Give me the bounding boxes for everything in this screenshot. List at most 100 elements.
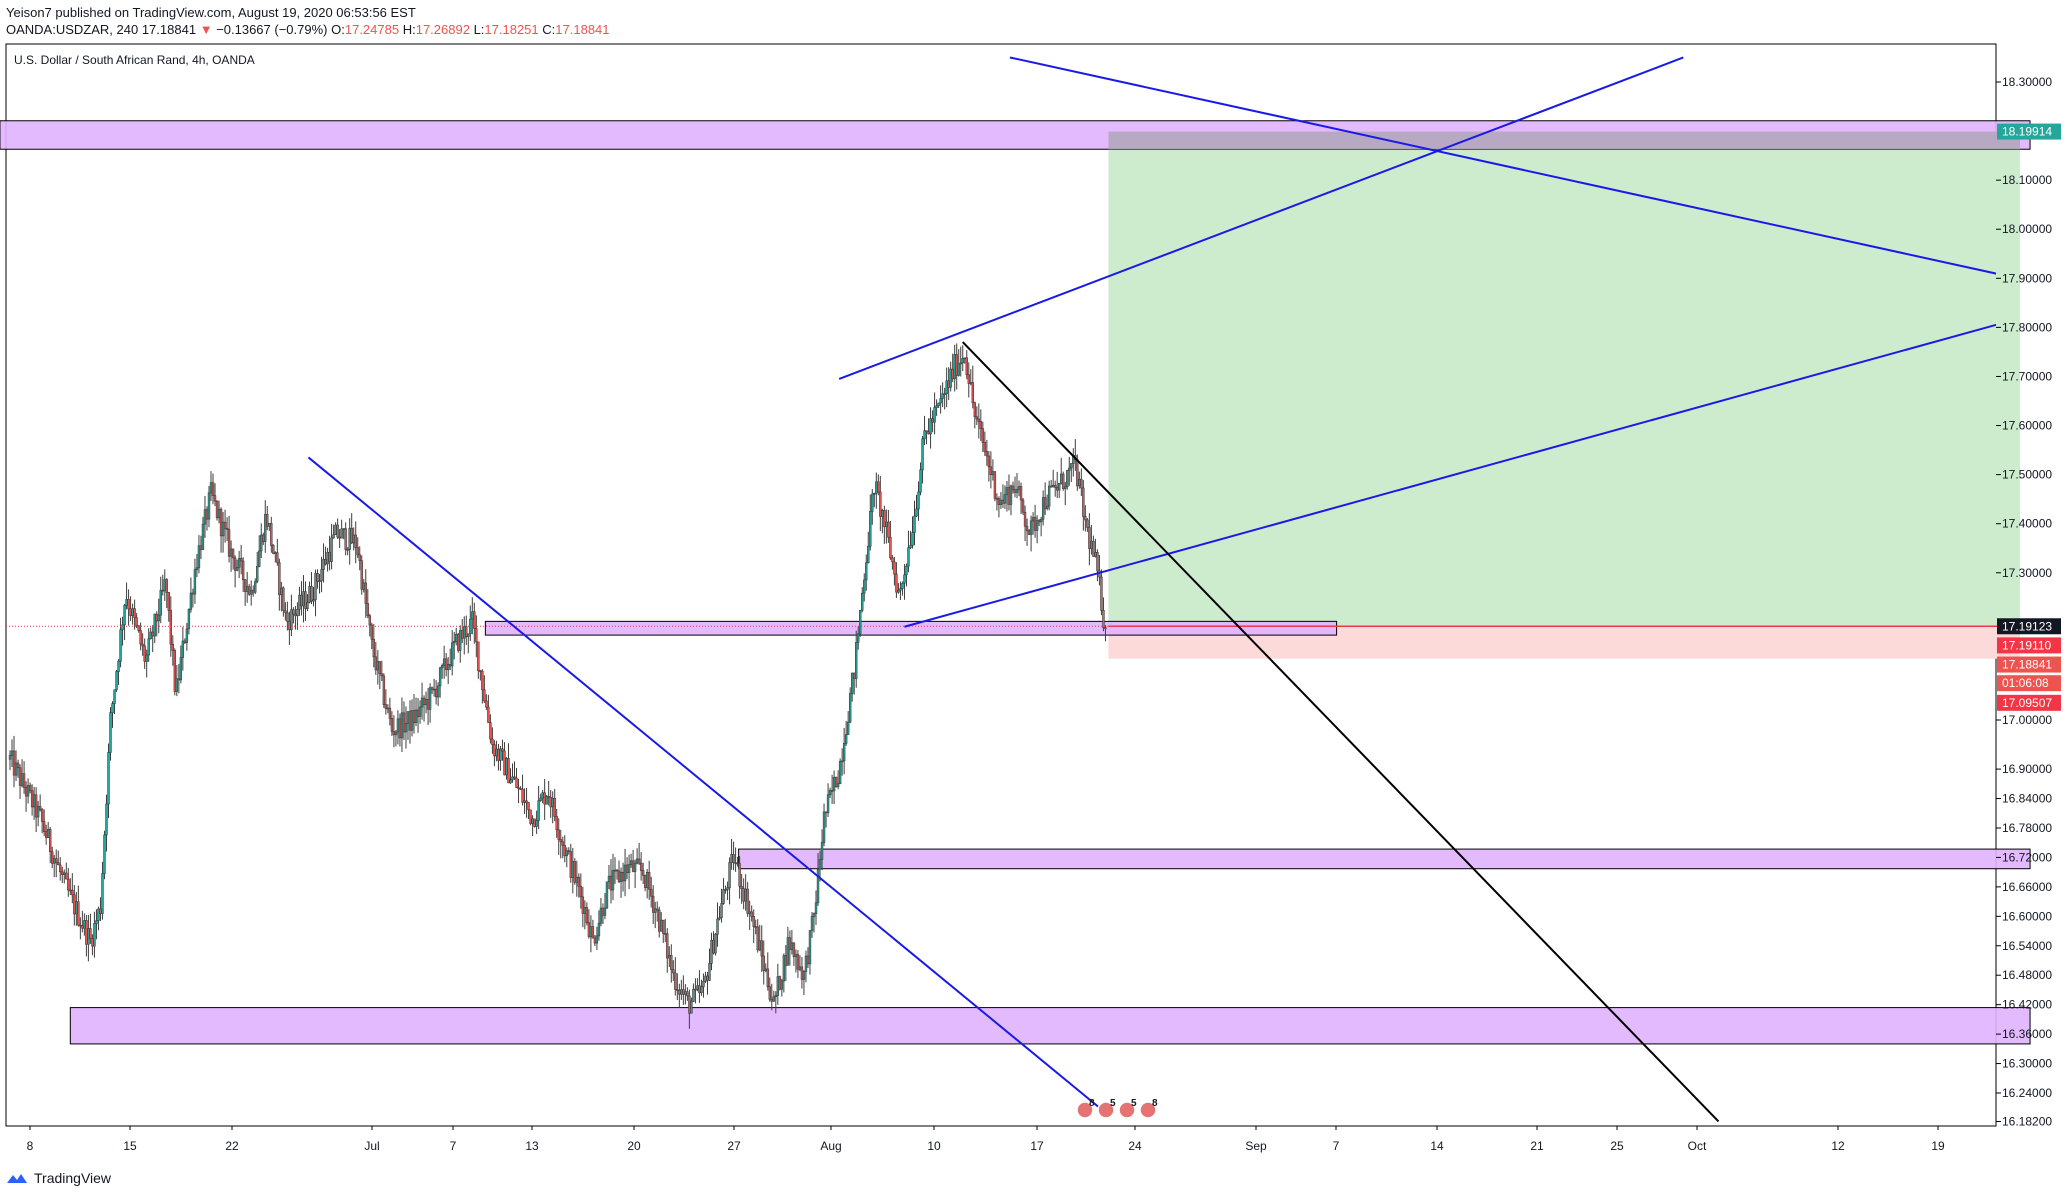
price-tick-label: 17.40000 <box>2002 517 2052 531</box>
candle-up <box>867 545 870 564</box>
candle-up <box>147 638 150 656</box>
downtrend-line-june <box>307 456 1107 1114</box>
candle-up <box>680 989 683 995</box>
candle-down <box>587 922 591 937</box>
candle-down <box>338 536 341 539</box>
candle-up <box>899 588 902 591</box>
candle-down <box>77 901 80 926</box>
candle-down <box>573 861 577 883</box>
candle-up <box>611 870 615 891</box>
candle-up <box>467 633 470 637</box>
candle-up <box>495 748 498 757</box>
price-scale-badge <box>1997 637 2061 654</box>
candle-down <box>503 750 506 776</box>
candle-down <box>965 357 968 375</box>
price-chart[interactable]: U.S. Dollar / South African Rand, 4h, OA… <box>0 0 2068 1165</box>
candle-down <box>625 864 629 873</box>
candle-down <box>434 688 438 698</box>
candle-up <box>758 940 761 951</box>
candle-up <box>46 828 50 838</box>
candle-up <box>704 975 707 982</box>
time-axis[interactable]: 8 15 22 Jul 7 13 20 27 Aug 10 17 24 Sep 7 14 21 25 Oct 12 1… <box>6 1125 1996 1153</box>
candle-up <box>280 587 283 596</box>
candle-down <box>358 554 361 562</box>
candle-down <box>1082 487 1085 517</box>
candle-down <box>38 806 42 810</box>
publish-info: Yeison7 published on TradingView.com, Au… <box>6 5 416 20</box>
candle-up <box>730 854 733 863</box>
candle-up <box>963 357 966 360</box>
candle-down <box>57 862 60 866</box>
candle-down <box>557 829 560 840</box>
candle-up <box>1094 551 1097 557</box>
candle-up <box>203 509 207 525</box>
candle-up <box>565 850 568 857</box>
candle-down <box>487 706 490 723</box>
candle-up <box>826 794 830 813</box>
candle-up <box>959 362 962 365</box>
candle-down <box>1049 485 1053 488</box>
candle-down <box>477 641 480 671</box>
candle-up <box>1078 478 1081 487</box>
candle-up <box>63 872 66 875</box>
candle-up <box>217 508 221 519</box>
event-flag-icon <box>1139 1101 1157 1119</box>
candle-down <box>979 421 983 430</box>
time-tick-label: Oct <box>1688 1139 1707 1153</box>
price-axis[interactable]: 18.30000 18.10000 18.00000 17.90000 17.80000… <box>1996 75 2061 1128</box>
candle-down <box>951 368 954 380</box>
position-tool[interactable] <box>1108 131 2020 659</box>
candle-down <box>191 592 195 595</box>
candle-up <box>326 551 329 565</box>
close-label: C: <box>542 22 556 37</box>
candle-up <box>396 718 400 733</box>
candle-down <box>370 624 373 640</box>
candle-up <box>816 868 820 904</box>
candle-down <box>475 628 478 643</box>
candle-down <box>89 928 92 939</box>
tradingview-logo-icon <box>7 1174 27 1183</box>
candle-down <box>73 894 76 915</box>
candle-up <box>418 706 422 717</box>
candle-up <box>1060 473 1063 484</box>
candle-down <box>621 872 625 882</box>
candle-down <box>561 841 564 846</box>
candle-up <box>836 783 840 787</box>
candle-down <box>34 794 38 818</box>
candle-down <box>931 418 934 423</box>
candle-up <box>907 547 910 567</box>
price-tick-label: 17.70000 <box>2002 369 2052 383</box>
candle-up <box>840 760 844 763</box>
candle-down <box>796 954 800 970</box>
time-tick-label: 17 <box>1030 1139 1044 1153</box>
candle-down <box>422 697 426 706</box>
candle-down <box>927 431 930 435</box>
candle-down <box>1102 610 1105 629</box>
candle-up <box>545 795 548 805</box>
candle-down <box>294 613 297 617</box>
candle-up <box>153 613 156 637</box>
candle-down <box>18 767 22 786</box>
candle-down <box>444 658 448 670</box>
candle-up <box>258 550 261 567</box>
candle-down <box>398 718 402 739</box>
candle-up <box>185 628 189 643</box>
symbol-label[interactable]: OANDA:USDZAR, 240 <box>6 22 139 37</box>
candle-up <box>296 608 299 617</box>
low-label: L: <box>473 22 485 37</box>
candle-up <box>635 858 639 864</box>
candle-down <box>71 889 74 896</box>
candle-down <box>489 722 492 740</box>
candle-up <box>181 640 185 658</box>
candle-up <box>314 572 317 601</box>
candle-down <box>91 938 94 947</box>
candle-up <box>1035 520 1039 531</box>
candle-down <box>712 939 715 954</box>
candle-up <box>937 402 940 407</box>
candle-down <box>1001 499 1005 504</box>
candle-up <box>348 527 351 550</box>
candle-down <box>1011 485 1015 491</box>
candle-up <box>117 660 120 672</box>
candle-up <box>772 996 776 1002</box>
candle-down <box>1033 517 1037 531</box>
